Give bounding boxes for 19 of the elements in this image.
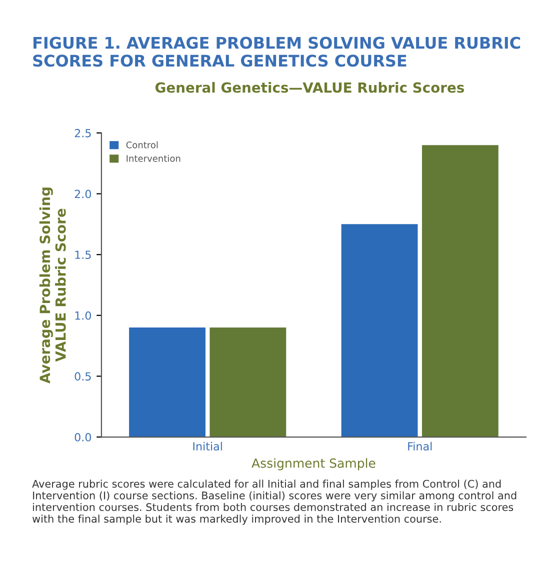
text: Average rubric scores were calculated for all Initial and final samples from Control (C) and Intervention (I) course sections. Baseline (initial) scores were very similar among control and intervention courses. Students from both courses demonstrated an increase in rubric scores with the final sample but it was markedly improved in the Intervention course. bbox=[32, 480, 516, 525]
legend-label: Control bbox=[126, 141, 158, 148]
bar bbox=[341, 224, 418, 438]
bar bbox=[210, 328, 286, 438]
bar bbox=[129, 328, 206, 438]
y-tick-label: 1.0 bbox=[75, 311, 91, 320]
y-axis-title: Average Problem Solving VALUE Rubric Score bbox=[39, 188, 66, 384]
x-tick-label: Initial bbox=[193, 442, 222, 450]
y-tick-label: 0.0 bbox=[74, 432, 91, 442]
legend-label: Intervention bbox=[126, 154, 180, 162]
y-tick-label: 2.5 bbox=[74, 128, 91, 138]
y-tick-label: 0.5 bbox=[74, 372, 91, 381]
chart-title: FIGURE 1. AVERAGE PROBLEM SOLVING VALUE RUBRIC SCORES FOR GENERAL GENETICS COURSE bbox=[33, 36, 520, 67]
y-tick-label: 2.0 bbox=[74, 190, 91, 198]
x-axis-title: Assignment Sample bbox=[252, 458, 376, 470]
x-tick-label: Final bbox=[408, 442, 432, 450]
y-tick-label: 1.5 bbox=[75, 250, 91, 259]
bar bbox=[422, 145, 498, 438]
chart-subtitle: General Genetics—VALUE Rubric Scores bbox=[155, 82, 464, 93]
